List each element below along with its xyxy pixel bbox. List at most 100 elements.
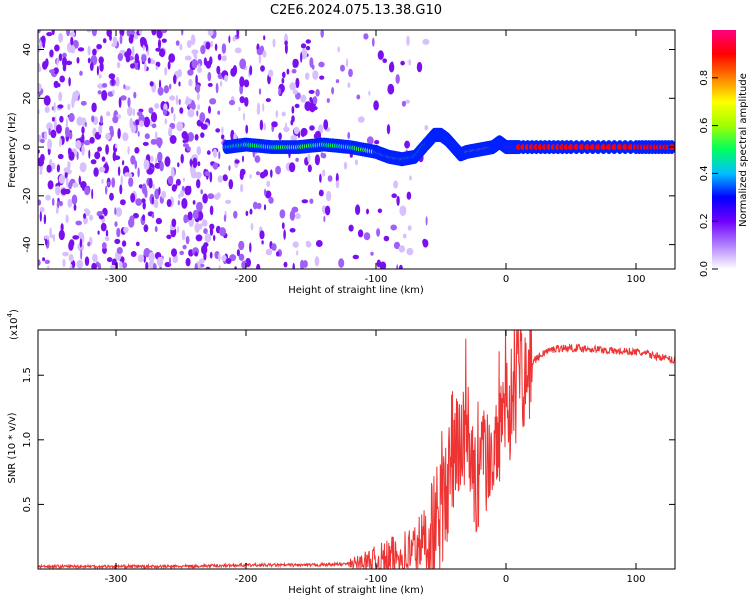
noise-speckle xyxy=(134,147,140,154)
noise-speckle xyxy=(335,180,340,189)
noise-speckle xyxy=(105,185,108,195)
noise-speckle xyxy=(178,81,181,87)
noise-speckle xyxy=(223,214,227,222)
noise-speckle xyxy=(88,149,91,159)
noise-speckle xyxy=(105,229,109,238)
noise-speckle xyxy=(234,159,240,164)
snr-multiplier-exp: 4 xyxy=(6,312,14,317)
noise-speckle xyxy=(340,64,345,72)
noise-speckle xyxy=(261,240,264,245)
noise-speckle xyxy=(206,150,211,155)
noise-speckle xyxy=(244,97,249,107)
x-tick-label: -200 xyxy=(235,274,258,285)
noise-speckle xyxy=(151,30,157,36)
noise-speckle xyxy=(73,203,77,211)
noise-speckle xyxy=(53,80,59,89)
noise-speckle xyxy=(120,199,126,206)
noise-speckle xyxy=(263,122,266,131)
noise-speckle xyxy=(256,105,261,115)
noise-speckle xyxy=(315,240,323,247)
noise-speckle xyxy=(271,121,278,128)
spectrogram-ridge xyxy=(222,127,675,167)
noise-speckle xyxy=(109,192,114,201)
noise-speckle xyxy=(291,106,295,114)
noise-speckle xyxy=(75,140,82,150)
noise-speckle xyxy=(179,250,184,256)
noise-speckle xyxy=(80,100,87,106)
noise-speckle xyxy=(98,124,103,135)
noise-speckle xyxy=(200,123,208,130)
noise-speckle xyxy=(132,212,139,219)
noise-speckle xyxy=(377,208,383,214)
noise-speckle xyxy=(319,75,325,80)
noise-speckle xyxy=(201,244,208,255)
noise-speckle xyxy=(154,103,160,109)
noise-speckle xyxy=(157,151,163,162)
noise-speckle xyxy=(60,188,67,196)
noise-speckle xyxy=(115,76,120,87)
noise-speckle xyxy=(203,251,207,261)
noise-speckle xyxy=(250,222,254,231)
noise-speckle xyxy=(146,167,154,175)
noise-speckle xyxy=(91,30,97,37)
noise-speckle xyxy=(83,139,91,146)
noise-speckle xyxy=(70,31,75,38)
noise-speckle xyxy=(55,185,61,196)
noise-speckle xyxy=(282,71,286,79)
noise-speckle xyxy=(242,112,246,121)
noise-speckle xyxy=(207,193,215,200)
noise-speckle xyxy=(101,242,107,249)
noise-speckle xyxy=(111,177,116,188)
noise-speckle xyxy=(59,75,65,83)
noise-speckle xyxy=(122,160,125,166)
noise-speckle xyxy=(106,111,111,117)
noise-speckle xyxy=(205,266,211,269)
noise-speckle xyxy=(232,36,236,42)
noise-speckle xyxy=(56,164,61,173)
noise-speckle xyxy=(171,248,177,257)
noise-speckle xyxy=(155,47,161,52)
noise-speckle xyxy=(62,251,69,257)
noise-speckle xyxy=(114,221,118,228)
noise-speckle xyxy=(65,60,73,66)
noise-speckle xyxy=(263,204,267,211)
noise-speckle xyxy=(106,257,113,263)
noise-speckle xyxy=(192,200,196,205)
noise-speckle xyxy=(222,174,228,182)
snr-panel: -300 -200 -100 0 100 0.5 1.0 1.5 Height of str… xyxy=(6,309,676,596)
noise-speckle xyxy=(111,76,115,86)
noise-speckle xyxy=(156,30,163,39)
noise-speckle xyxy=(293,58,299,68)
noise-speckle xyxy=(182,143,189,148)
noise-speckle xyxy=(239,96,245,104)
noise-speckle xyxy=(308,89,315,94)
snr-multiplier-close: ) xyxy=(9,309,20,313)
noise-speckle xyxy=(56,58,59,67)
noise-speckle xyxy=(266,180,271,187)
noise-speckle xyxy=(376,228,381,237)
noise-speckle xyxy=(109,125,114,132)
noise-speckle xyxy=(270,169,273,178)
noise-speckle xyxy=(177,162,180,168)
noise-speckle xyxy=(309,96,313,103)
noise-speckle xyxy=(56,200,60,209)
noise-speckle xyxy=(194,171,202,179)
noise-speckle xyxy=(194,134,199,141)
noise-speckle xyxy=(242,155,244,163)
noise-speckle xyxy=(218,151,221,160)
noise-speckle xyxy=(194,53,198,61)
noise-speckle xyxy=(134,53,139,64)
noise-speckle xyxy=(348,68,353,78)
noise-speckle xyxy=(406,35,410,47)
noise-speckle xyxy=(182,244,187,250)
noise-speckle xyxy=(337,46,340,53)
noise-speckle xyxy=(154,188,160,200)
noise-speckle xyxy=(314,256,320,267)
noise-speckle xyxy=(219,227,227,237)
noise-speckle xyxy=(164,156,171,167)
noise-speckle xyxy=(47,265,50,269)
noise-speckle xyxy=(114,207,117,216)
noise-speckle xyxy=(249,65,253,76)
noise-speckle xyxy=(42,42,45,49)
noise-speckle xyxy=(105,144,109,155)
